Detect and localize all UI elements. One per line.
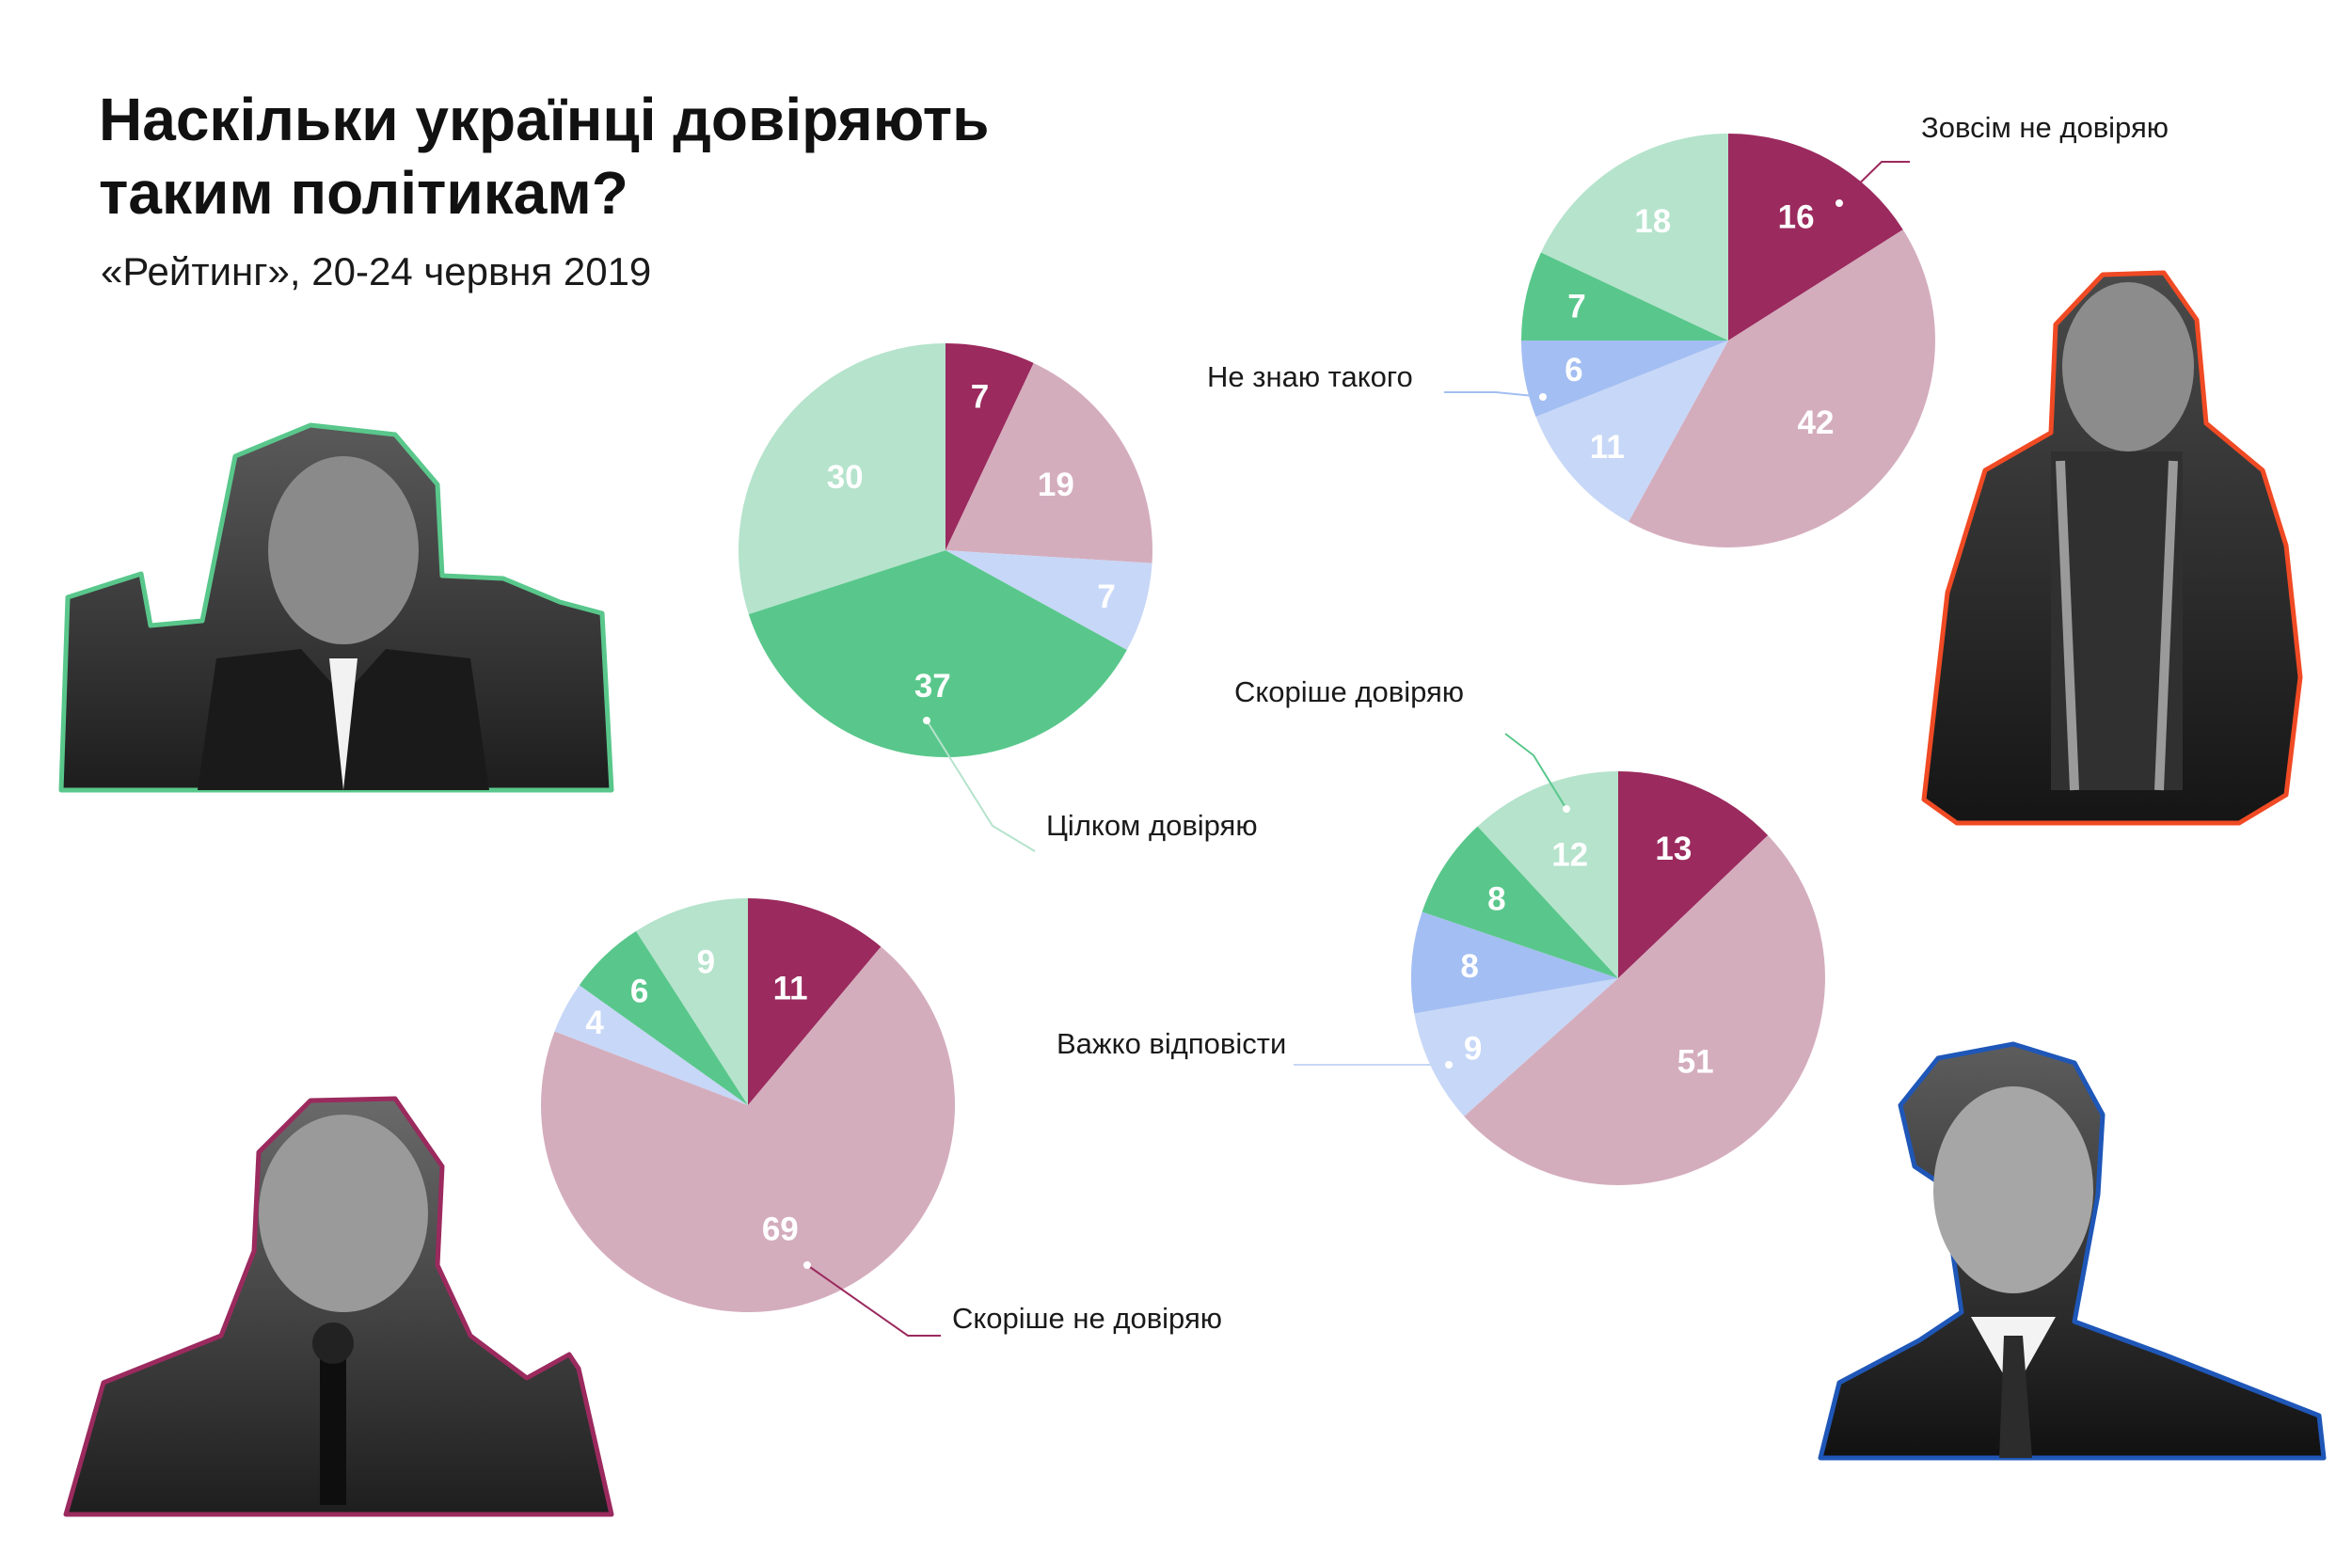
slice-value-label: 7 bbox=[1567, 289, 1585, 325]
poroshenko-photo bbox=[63, 1096, 614, 1517]
pie-zelensky: 7 19 7 37 30 bbox=[739, 343, 1153, 758]
slice-value-label: 6 bbox=[630, 974, 648, 1010]
slice-value-label: 51 bbox=[1677, 1043, 1714, 1080]
slice-value-label: 8 bbox=[1460, 948, 1478, 985]
pie-slice-rather-trust bbox=[1422, 826, 1618, 978]
legend-dont-know: Не знаю такого bbox=[1207, 360, 1547, 401]
slice-value-label: 7 bbox=[971, 378, 989, 415]
pie-slice-fully-trust bbox=[1540, 134, 1728, 341]
pie-slice-hard-to-answer bbox=[1414, 978, 1618, 1117]
legend-label-hard-to-answer: Важко відповісти bbox=[1057, 1027, 1286, 1060]
pie-slice-fully-distrust bbox=[748, 898, 882, 1105]
legend-label-dont-know: Не знаю такого bbox=[1207, 360, 1413, 393]
slice-value-label: 11 bbox=[1590, 429, 1625, 466]
pie-slice-rather-distrust bbox=[946, 362, 1153, 563]
boyko-photo bbox=[1818, 1041, 2327, 1461]
pie-slice-fully-trust bbox=[1477, 771, 1618, 978]
pie-slice-fully-distrust bbox=[1618, 771, 1769, 978]
title-line-1: Наскільки українці довіряють bbox=[99, 86, 990, 153]
pie-slice-rather-distrust bbox=[1629, 230, 1935, 548]
pie-slice-dont-know bbox=[1410, 911, 1618, 1014]
slice-value-label: 19 bbox=[1038, 467, 1074, 503]
legend-label-rather-trust: Скоріше довіряю bbox=[1234, 675, 1464, 708]
slice-value-label: 11 bbox=[773, 971, 808, 1007]
pie-slice-rather-distrust bbox=[541, 946, 956, 1313]
pie-slice-hard-to-answer bbox=[1535, 341, 1728, 522]
slice-value-label: 69 bbox=[762, 1212, 799, 1248]
slice-value-label: 18 bbox=[1634, 203, 1671, 240]
pie-vakarchuk: 16 42 11 6 7 18 bbox=[1521, 134, 1935, 548]
legend-fully-distrust: Зовсім не довіряю bbox=[1836, 111, 2169, 207]
slice-value-label: 13 bbox=[1655, 831, 1692, 867]
pie-slice-fully-trust bbox=[636, 898, 748, 1105]
pie-slice-rather-distrust bbox=[1464, 835, 1825, 1185]
title-line-2: таким політикам? bbox=[99, 159, 628, 227]
legend-label-rather-distrust: Скоріше не довіряю bbox=[952, 1302, 1222, 1335]
pie-slice-dont-know bbox=[1521, 341, 1728, 417]
pie-boyko: 13 51 9 88 12 bbox=[1410, 771, 1825, 1185]
slice-value-label: 6 bbox=[1565, 352, 1582, 388]
pie-slice-rather-trust bbox=[579, 930, 748, 1105]
legend-hard-to-answer: Важко відповісти bbox=[1057, 1027, 1453, 1069]
chart-title: Наскільки українці довіряють таким політ… bbox=[99, 83, 989, 230]
pie-slice-hard-to-answer bbox=[946, 550, 1152, 650]
legend-fully-trust: Цілком довіряю bbox=[923, 717, 1258, 852]
legend-label-fully-distrust: Зовсім не довіряю bbox=[1921, 111, 2169, 144]
zelensky-photo bbox=[58, 422, 614, 793]
slice-value-label: 4 bbox=[585, 1005, 604, 1041]
slice-value-label: 12 bbox=[1551, 836, 1588, 873]
slice-value-label: 37 bbox=[914, 668, 951, 705]
pie-slice-hard-to-answer bbox=[554, 985, 748, 1105]
slice-value-label: 30 bbox=[827, 459, 864, 496]
pie-slice-rather-trust bbox=[1521, 252, 1728, 341]
vakarchuk-photo bbox=[1921, 270, 2303, 826]
pie-slice-fully-distrust bbox=[946, 343, 1034, 550]
slice-value-label: 7 bbox=[1097, 578, 1115, 615]
slice-value-label: 16 bbox=[1778, 198, 1815, 235]
slice-value-label: 8 bbox=[1487, 881, 1505, 918]
chart-subtitle: «Рейтинг», 20-24 червня 2019 bbox=[101, 249, 652, 293]
pie-slice-fully-distrust bbox=[1728, 134, 1903, 341]
pie-slice-fully-trust bbox=[739, 343, 946, 614]
legend-rather-distrust: Скоріше не довіряю bbox=[803, 1261, 1222, 1337]
pie-slice-rather-trust bbox=[748, 550, 1127, 758]
legend-rather-trust: Скоріше довіряю bbox=[1234, 675, 1570, 813]
slice-value-label: 9 bbox=[1464, 1030, 1482, 1067]
slice-value-label: 9 bbox=[697, 944, 715, 981]
legend-label-fully-trust: Цілком довіряю bbox=[1046, 809, 1258, 842]
slice-value-label: 42 bbox=[1798, 404, 1835, 441]
